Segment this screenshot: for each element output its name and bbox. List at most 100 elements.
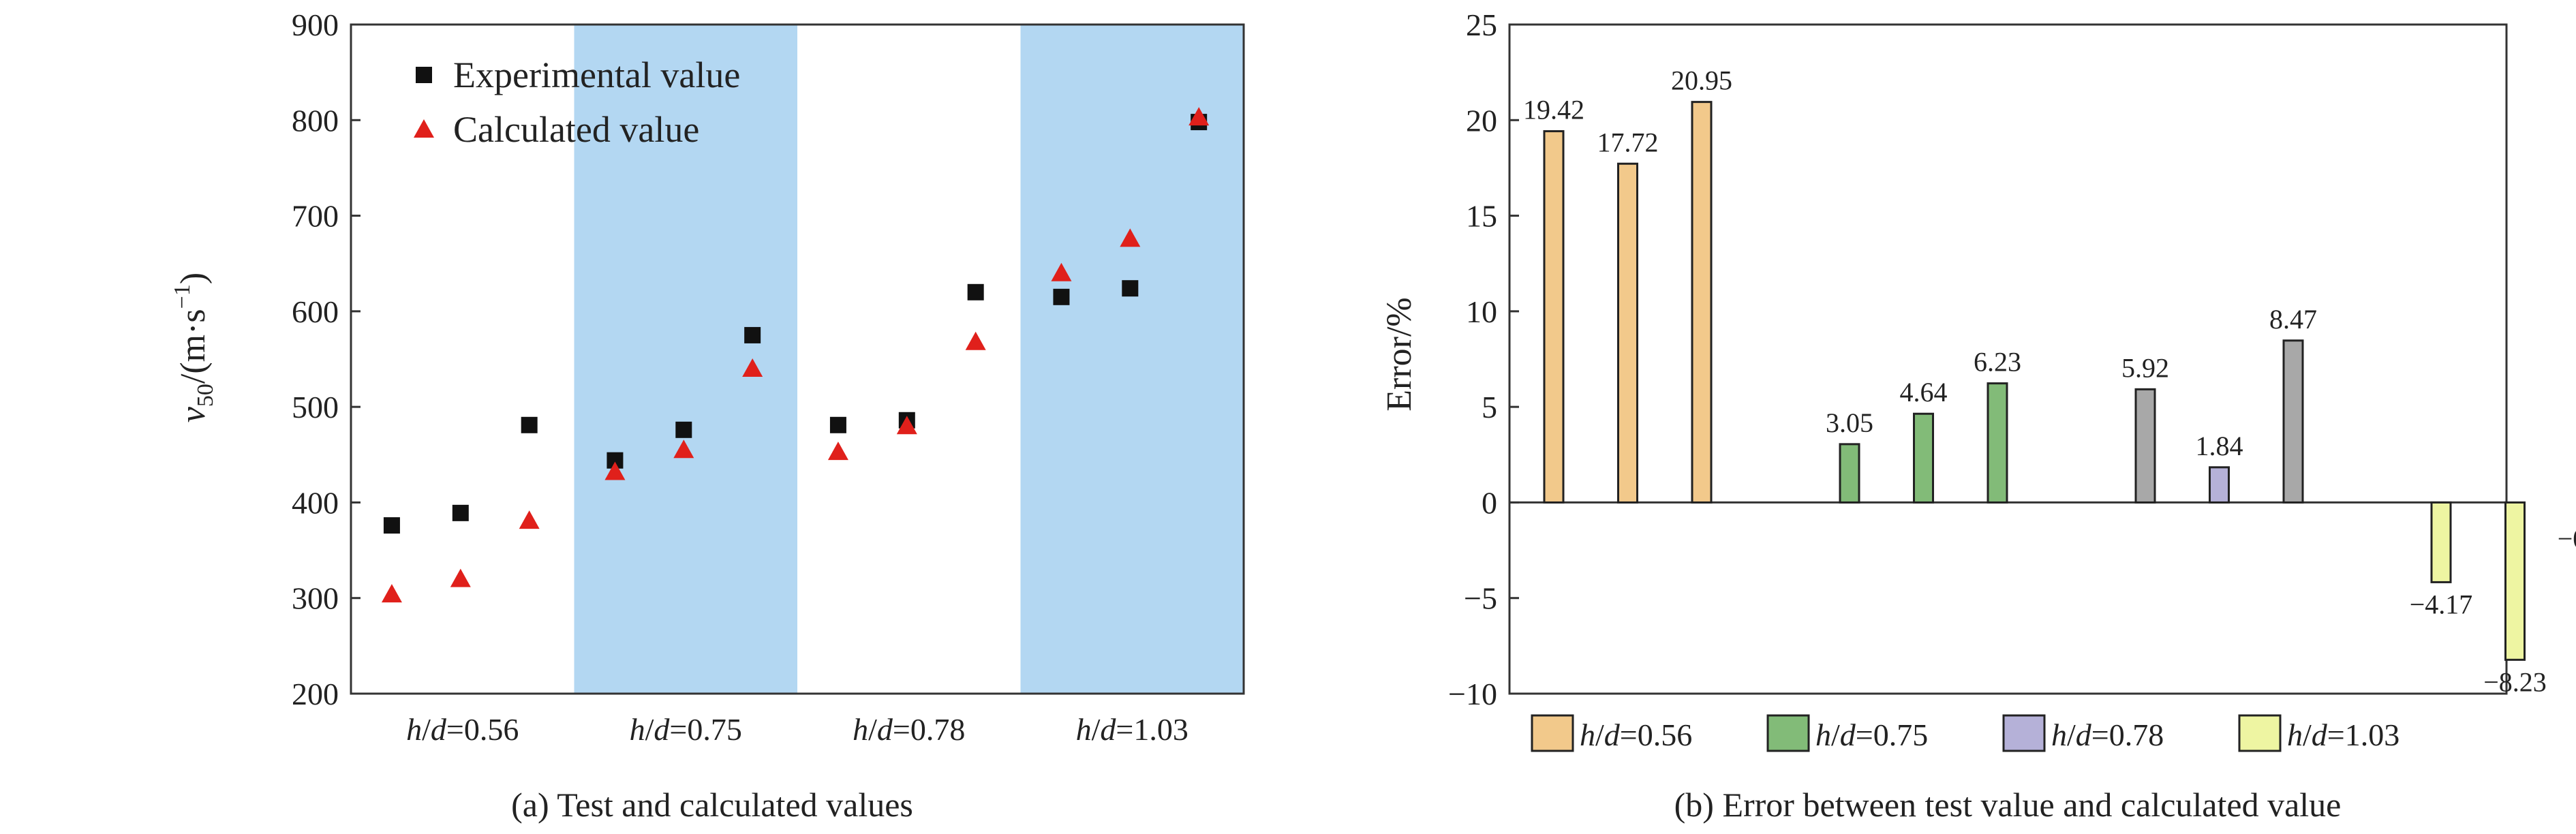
b-data-label: 5.92 — [2121, 352, 2169, 383]
b-ytick-label: 5 — [1482, 390, 1497, 424]
a-legend-label-1: Calculated value — [453, 109, 699, 150]
a-shade-group-1 — [574, 25, 797, 694]
a-ytick-label: 500 — [292, 390, 339, 424]
a-point-calculated — [381, 584, 402, 603]
b-legend-swatch-1 — [1766, 714, 1810, 752]
a-legend-label-0: Experimental value — [453, 55, 740, 95]
b-legend-label-2-slash: / — [2067, 717, 2076, 752]
a-ylabel-unit-open: /(m·s — [174, 309, 213, 384]
a-y-ticks: 200 300 400 500 600 700 800 900 — [292, 7, 361, 711]
b-legend-label-0-slash: / — [1595, 717, 1604, 752]
a-legend-marker-experimental — [416, 67, 432, 83]
a-data-points — [381, 107, 1210, 603]
a-y-axis-label: v50/(m·s−1) — [170, 273, 218, 422]
a-point-experimental — [452, 504, 469, 521]
b-caption: (b) Error between test value and calcula… — [1674, 786, 2342, 824]
a-point-experimental — [383, 517, 400, 534]
b-data-label: −4.17 — [2410, 589, 2473, 619]
b-legend-label-2-var1: h — [2051, 717, 2067, 752]
a-plot-frame — [350, 23, 1245, 695]
b-legend-label-0-value: =0.56 — [1620, 717, 1692, 752]
a-shade-group-3 — [1020, 25, 1244, 694]
b-legend-label-3-var2: d — [2312, 717, 2328, 752]
a-ytick-label: 400 — [292, 485, 339, 520]
a-ytick-label: 200 — [292, 677, 339, 711]
a-axes-box — [350, 23, 1245, 695]
b-bar — [2504, 501, 2526, 661]
a-point-calculated — [604, 461, 626, 480]
a-point-calculated — [742, 358, 763, 377]
b-data-label: 4.64 — [1900, 377, 1948, 407]
a-xcat-label-2-var2: d — [877, 712, 893, 747]
b-legend-label-0-var1: h — [1580, 717, 1595, 752]
a-ytick-label: 800 — [292, 103, 339, 138]
b-legend-label-3-value: =1.03 — [2327, 717, 2399, 752]
a-shaded-regions — [574, 25, 1244, 694]
a-ylabel-sup: −1 — [170, 284, 195, 309]
b-legend-label-3-var1: h — [2287, 717, 2303, 752]
b-data-label: −0.74 — [2558, 523, 2576, 554]
a-point-calculated — [1120, 228, 1141, 247]
a-point-calculated — [673, 439, 694, 459]
a-point-calculated — [450, 568, 471, 587]
b-legend-label-1-var2: d — [1840, 717, 1856, 752]
b-bar — [1691, 101, 1713, 504]
b-axes-box — [1508, 23, 2508, 695]
a-point-experimental — [1122, 280, 1139, 297]
a-x-category-labels: h/d=0.56 h/d=0.75 h/d=0.78 h/d=1.03 — [406, 712, 1189, 747]
b-legend-label-1: h/d=0.75 — [1815, 717, 1928, 752]
a-legend: Experimental value Calculated value — [414, 55, 740, 150]
b-legend: h/d=0.56 h/d=0.75 h/d=0.78 h/d=1.03 — [1531, 714, 2399, 752]
a-point-experimental — [967, 283, 984, 300]
a-xcat-label-0-var2: d — [431, 712, 447, 747]
a-point-calculated — [827, 442, 848, 461]
a-xcat-label-0-slash: / — [422, 712, 431, 747]
a-ylabel-sub: 50 — [193, 384, 218, 407]
a-point-calculated — [1051, 262, 1072, 281]
a-xcat-label-1-var2: d — [654, 712, 670, 747]
a-point-calculated — [519, 510, 540, 529]
a-xcat-label-2-value: =0.78 — [893, 712, 965, 747]
b-bar — [1987, 382, 2008, 504]
b-legend-label-2-value: =0.78 — [2091, 717, 2164, 752]
a-point-experimental — [1053, 288, 1070, 305]
a-point-experimental — [675, 421, 692, 438]
b-data-label: 3.05 — [1826, 407, 1873, 438]
a-ylabel-unit-close: ) — [174, 273, 213, 284]
a-point-experimental — [744, 326, 761, 343]
a-xcat-label-3-var2: d — [1100, 712, 1116, 747]
a-xcat-label-1-slash: / — [645, 712, 654, 747]
a-point-calculated — [896, 416, 917, 435]
b-data-label: 1.84 — [2196, 431, 2243, 461]
a-xcat-label-2-var1: h — [853, 712, 868, 747]
b-bar — [1913, 412, 1934, 504]
a-xcat-label-0-var1: h — [406, 712, 422, 747]
a-xcat-label-3-var1: h — [1076, 712, 1092, 747]
a-xcat-label-3-value: =1.03 — [1116, 712, 1188, 747]
b-legend-label-1-slash: / — [1831, 717, 1840, 752]
a-xcat-label-2-slash: / — [868, 712, 877, 747]
b-legend-label-1-value: =0.75 — [1856, 717, 1928, 752]
b-bar — [2282, 339, 2304, 504]
b-bar — [1543, 130, 1565, 504]
b-data-label: 20.95 — [1671, 65, 1732, 96]
b-data-label: 19.42 — [1523, 95, 1584, 125]
b-legend-swatch-0 — [1531, 714, 1574, 752]
a-ylabel-var: v — [174, 406, 213, 422]
a-xcat-label-1: h/d=0.75 — [630, 712, 742, 747]
b-bars — [1543, 101, 2526, 661]
b-ytick-label: −10 — [1448, 677, 1497, 711]
a-ytick-label: 300 — [292, 581, 339, 616]
a-xcat-label-0-value: =0.56 — [446, 712, 519, 747]
a-ytick-label: 700 — [292, 199, 339, 234]
a-xcat-label-1-value: =0.75 — [669, 712, 741, 747]
b-ytick-label: −5 — [1464, 581, 1497, 616]
b-ytick-label: 0 — [1482, 485, 1497, 520]
a-xcat-label-1-var1: h — [630, 712, 645, 747]
a-ytick-label: 600 — [292, 294, 339, 329]
panel-b-bar-chart: −10 −5 0 5 10 15 20 25 Error/% 19.42 17.72 20.95 3… — [1380, 7, 2576, 824]
b-legend-label-0: h/d=0.56 — [1580, 717, 1692, 752]
b-legend-label-3: h/d=1.03 — [2287, 717, 2399, 752]
